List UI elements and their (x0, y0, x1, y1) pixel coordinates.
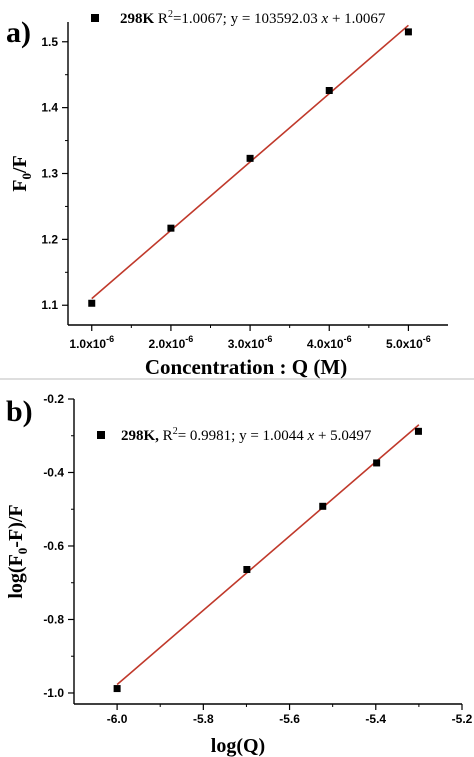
legend-equation-suffix: + 5.0497 (314, 428, 372, 444)
legend-series-name: 298K (120, 11, 155, 27)
panel-letter: b) (6, 395, 33, 428)
y-axis-title: log(F0-F)/F (5, 504, 30, 598)
x-tick-exponent: -6 (264, 334, 272, 344)
x-tick-exponent: -6 (423, 334, 431, 344)
legend-entry: 298K R2=1.0067; y = 103592.03 x + 1.0067 (120, 9, 386, 27)
data-point (373, 459, 381, 467)
y-axis-title: F0/F (9, 155, 34, 192)
y-tick-label: 1.1 (41, 298, 58, 312)
legend-marker (91, 14, 99, 22)
fit-line (116, 424, 420, 686)
y-tick-label: 1.4 (41, 101, 58, 115)
x-tick-label: 2.0x10-6 (149, 334, 194, 351)
data-point (246, 154, 254, 162)
x-tick-mantissa: 5.0x10 (386, 337, 423, 351)
y-tick-label: -0.4 (43, 465, 64, 479)
x-tick-label: -5.2 (452, 712, 473, 726)
fit-line (91, 24, 409, 300)
x-axis-title: Concentration : Q (M) (145, 355, 347, 379)
legend-equation-suffix: + 1.0067 (328, 11, 386, 27)
legend-equation-prefix: y = 1.0044 (239, 428, 307, 444)
y-tick-label: -1.0 (43, 686, 64, 700)
x-tick-mantissa: 2.0x10 (149, 337, 186, 351)
legend-marker (97, 431, 105, 439)
data-point (88, 299, 96, 307)
y-axis-title-tail: /F (9, 155, 31, 174)
x-tick-label: -5.8 (193, 712, 214, 726)
legend-r-value: =1.0067; (173, 11, 231, 27)
y-tick-label: 1.2 (41, 232, 58, 246)
y-tick-label: 1.5 (41, 35, 58, 49)
y-axis-title-main: F (9, 180, 31, 192)
y-tick-label: -0.6 (43, 539, 64, 553)
data-point (113, 685, 121, 693)
legend-r-exponent: 2 (173, 426, 178, 437)
data-point (167, 224, 175, 232)
y-tick-label: 1.3 (41, 167, 58, 181)
y-tick-label: -0.8 (43, 612, 64, 626)
legend-r-label: R (154, 11, 168, 27)
x-tick-exponent: -6 (106, 334, 114, 344)
panel-letter: a) (6, 16, 31, 49)
x-tick-label: 5.0x10-6 (386, 334, 431, 351)
y-axis-title-subscript: 0 (15, 548, 30, 555)
data-point (414, 427, 422, 435)
legend-equation-prefix: y = 103592.03 (231, 11, 322, 27)
chart-panel-a: 1.11.21.31.41.51.0x10-6 2.0x10-6 3.0x10-6 4… (6, 9, 448, 379)
x-tick-label: -6.0 (107, 712, 128, 726)
data-point (319, 502, 327, 510)
x-tick-mantissa: 4.0x10 (307, 337, 344, 351)
x-tick-label: 4.0x10-6 (307, 334, 352, 351)
data-point (404, 28, 412, 36)
data-point (325, 87, 333, 95)
legend-r-exponent: 2 (168, 9, 173, 20)
data-point (243, 566, 251, 574)
x-tick-label: 3.0x10-6 (228, 334, 273, 351)
chart-panel-b: -1.0 -0.8 -0.6 -0.4 -0.2 -6.0 -5.8 -5.6 -5.4 -5.2… (5, 392, 473, 757)
y-axis-title-subscript: 0 (19, 173, 34, 180)
y-axis-title-main: log(F (5, 554, 27, 598)
y-axis-title-tail: -F)/F (5, 504, 27, 547)
x-tick-exponent: -6 (344, 334, 352, 344)
x-tick-mantissa: 1.0x10 (69, 337, 106, 351)
legend-equation-variable: x (321, 11, 329, 27)
legend-r-label: R (159, 428, 173, 444)
x-tick-label: -5.6 (279, 712, 300, 726)
legend-series-name: 298K, (121, 428, 159, 444)
x-tick-exponent: -6 (185, 334, 193, 344)
x-tick-mantissa: 3.0x10 (228, 337, 265, 351)
legend-r-value: = 0.9981; (178, 428, 239, 444)
x-axis-title: log(Q) (211, 735, 265, 757)
y-tick-label: -0.2 (43, 392, 64, 406)
x-tick-label: -5.4 (365, 712, 386, 726)
legend-entry: 298K, R2= 0.9981; y = 1.0044 x + 5.0497 (121, 426, 372, 444)
x-tick-label: 1.0x10-6 (69, 334, 114, 351)
legend-equation-variable: x (307, 428, 315, 444)
